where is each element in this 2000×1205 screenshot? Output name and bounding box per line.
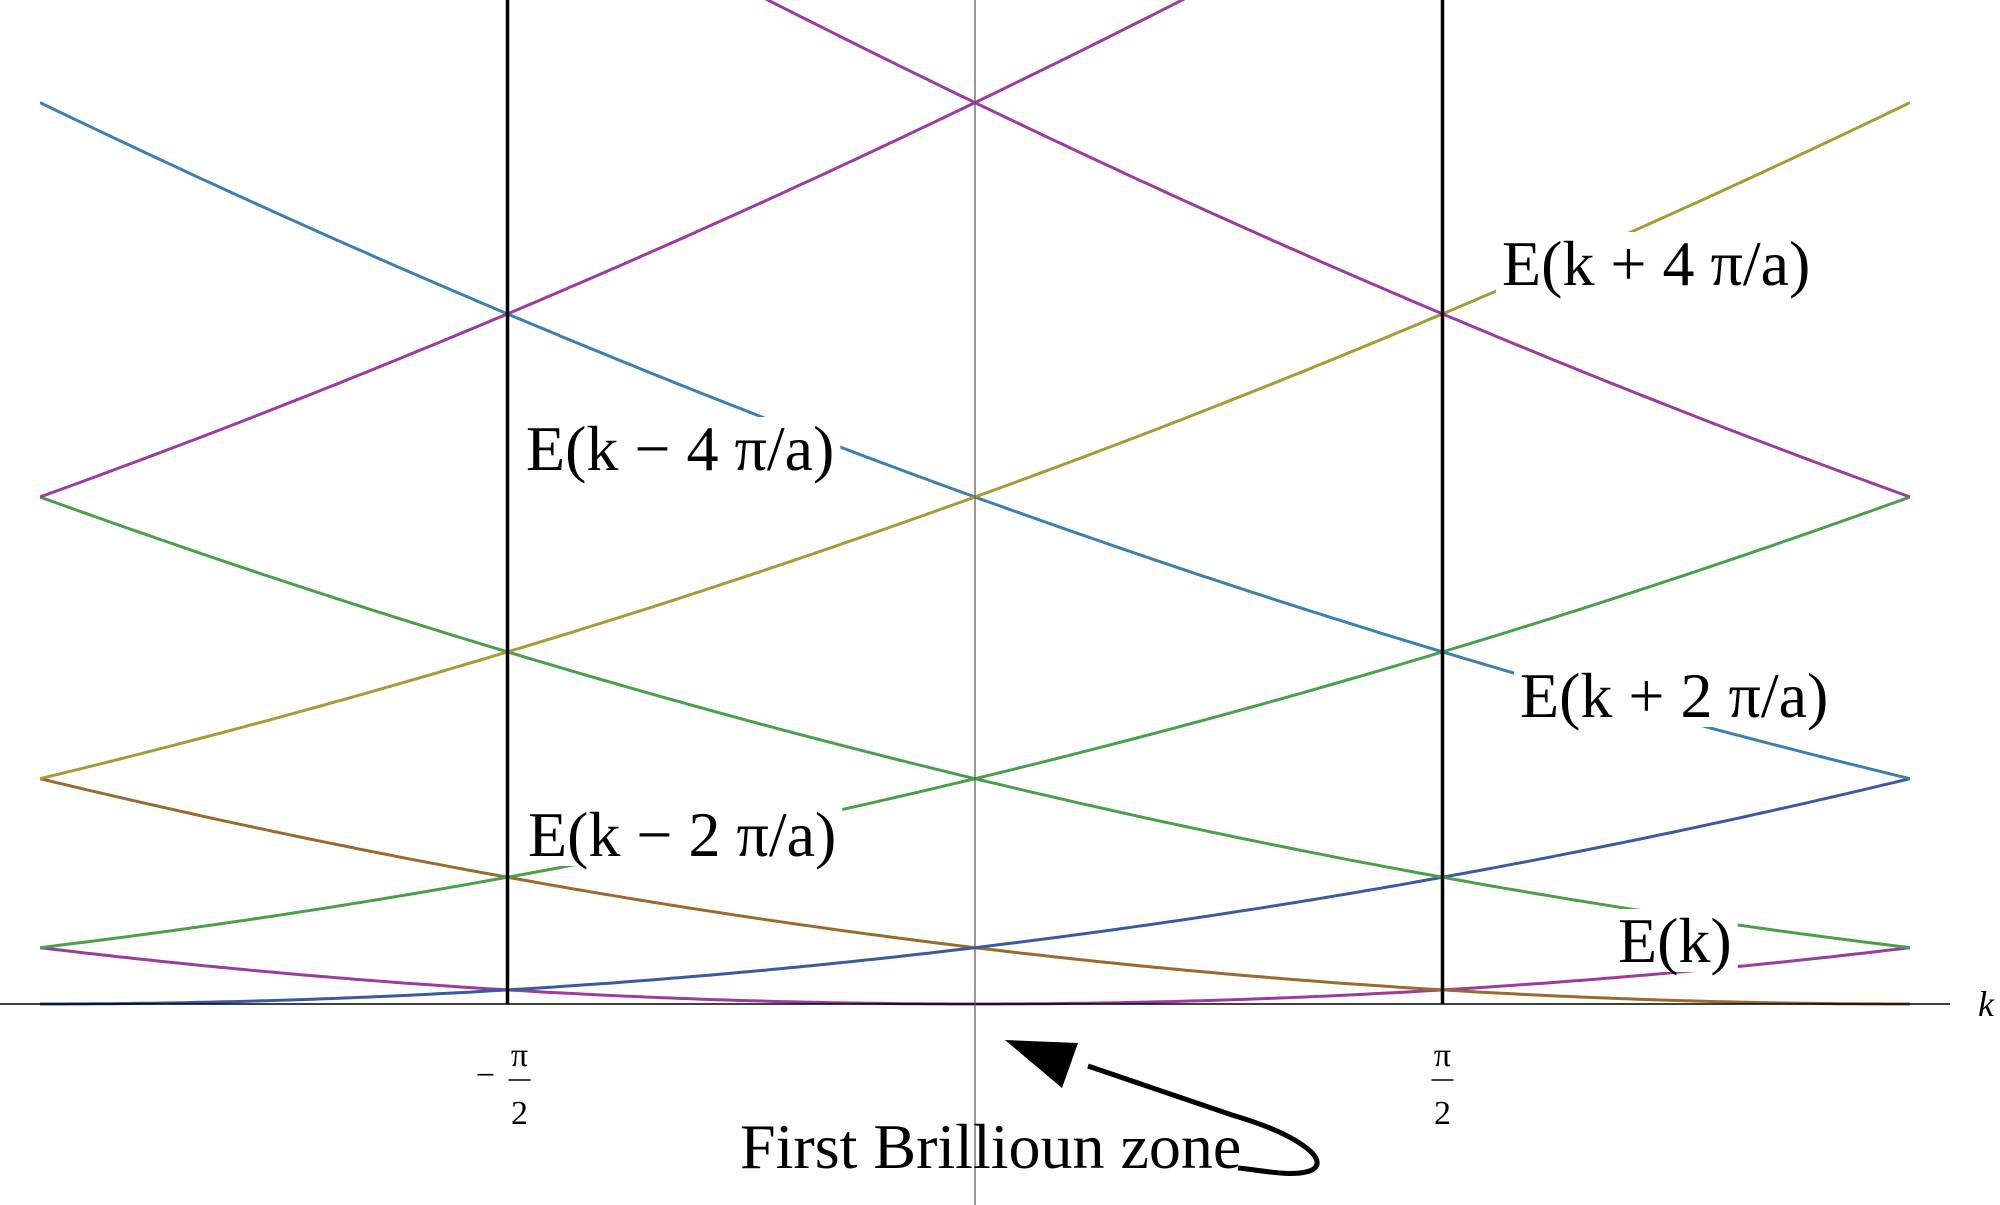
curve-label-1: E(k − 2 π/a) <box>528 799 836 870</box>
curve-label-background <box>522 803 843 866</box>
curve-label-background <box>1496 232 1817 295</box>
tick-sign: − <box>476 1057 495 1094</box>
tick-label-pi-over-2: π 2 <box>1431 1037 1454 1132</box>
tick-numerator: π <box>511 1037 528 1074</box>
curve-label-3: E(k − 4 π/a) <box>526 413 834 484</box>
curve-label-background <box>1612 909 1738 972</box>
k-axis-label: k <box>1978 984 1995 1024</box>
curve-label-2: E(k + 2 π/a) <box>1520 660 1828 731</box>
tick-denominator: 2 <box>1434 1095 1451 1132</box>
zone-pointer-arrowhead <box>1005 1040 1078 1088</box>
curve-label-4: E(k + 4 π/a) <box>1502 228 1810 299</box>
curve-label-background <box>1514 664 1835 727</box>
curve-labels: E(k) E(k − 2 π/a) E(k + 2 π/a) E(k − 4 π/a)… <box>520 228 1835 976</box>
tick-denominator: 2 <box>511 1095 528 1132</box>
curve-label-0: E(k) <box>1618 905 1732 976</box>
zone-pointer-arrow <box>1087 1063 1320 1176</box>
tick-numerator: π <box>1434 1037 1451 1074</box>
curve-label-background <box>520 417 841 480</box>
tick-label-minus-pi-over-2: − π 2 <box>476 1037 531 1132</box>
first-brillouin-zone-label: First Brillioun zone <box>740 1111 1241 1182</box>
